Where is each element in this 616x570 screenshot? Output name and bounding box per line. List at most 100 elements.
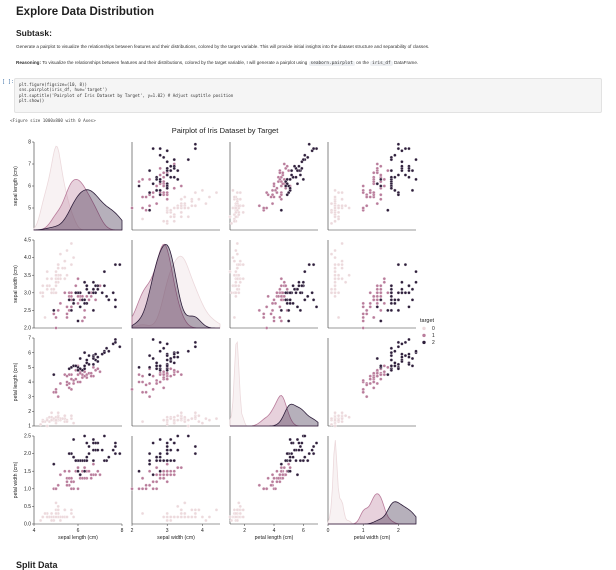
- scatter-point: [214, 417, 219, 421]
- scatter-point: [144, 208, 148, 212]
- scatter-point: [340, 419, 344, 424]
- scatter-point: [311, 262, 316, 267]
- scatter-point: [56, 483, 60, 487]
- scatter-point: [162, 373, 166, 377]
- scatter-point: [287, 319, 291, 323]
- scatter-point: [113, 451, 118, 456]
- scatter-point: [336, 210, 341, 215]
- scatter-point: [375, 182, 379, 186]
- scatter-point: [162, 175, 166, 179]
- scatter-point: [400, 291, 404, 295]
- y-tick-label: 8: [28, 140, 31, 146]
- scatter-point: [54, 387, 58, 391]
- scatter-point: [193, 204, 198, 208]
- scatter-point: [151, 146, 155, 151]
- scatter-point: [285, 193, 289, 197]
- scatter-point: [137, 487, 141, 491]
- kde-curve-2: [328, 501, 417, 525]
- scatter-point: [58, 252, 63, 256]
- scatter-point: [147, 483, 152, 487]
- scatter-point: [396, 193, 401, 197]
- scatter-point: [288, 177, 292, 182]
- x-axis-label: petal width (cm): [354, 535, 391, 541]
- scatter-point: [165, 364, 169, 368]
- y-axis-label: petal length (cm): [13, 362, 19, 401]
- scatter-point: [78, 371, 82, 375]
- cell-run-prompt[interactable]: [ ]:: [2, 79, 15, 85]
- scatter-point: [169, 168, 173, 173]
- scatter-point: [375, 305, 379, 309]
- scatter-point: [403, 353, 408, 358]
- scatter-point: [272, 298, 276, 302]
- scatter-point: [183, 419, 187, 424]
- scatter-point: [314, 441, 319, 445]
- scatter-point: [301, 280, 305, 284]
- scatter-point: [45, 515, 49, 519]
- scatter-point: [333, 284, 337, 288]
- scatter-point: [172, 458, 176, 463]
- scatter-point: [276, 294, 281, 298]
- scatter-point: [82, 308, 87, 313]
- scatter-point: [297, 164, 301, 168]
- scatter-point: [100, 291, 104, 295]
- scatter-point: [207, 515, 212, 519]
- scatter-point: [234, 294, 238, 298]
- scatter-point: [361, 390, 365, 394]
- scatter-point: [272, 182, 276, 186]
- scatter-point: [375, 368, 379, 372]
- scatter-point: [65, 305, 69, 309]
- scatter-point: [232, 508, 237, 512]
- scatter-point: [368, 374, 372, 378]
- scatter-point: [375, 284, 379, 288]
- scatter-point: [379, 284, 383, 288]
- scatter-point: [144, 483, 148, 487]
- code-cell[interactable]: plt.figure(figsize=(10, 8)) sns.pairplot…: [14, 78, 602, 113]
- scatter-point: [183, 511, 187, 516]
- scatter-point: [165, 480, 169, 484]
- scatter-point: [54, 515, 58, 519]
- scatter-point: [382, 280, 386, 284]
- scatter-point: [336, 291, 341, 295]
- scatter-point: [78, 473, 82, 477]
- scatter-point: [389, 287, 394, 291]
- scatter-point: [279, 284, 283, 288]
- scatter-point: [87, 451, 91, 456]
- scatter-point: [265, 487, 269, 491]
- scatter-point: [375, 301, 379, 306]
- scatter-point: [400, 160, 404, 164]
- scatter-point: [237, 262, 241, 267]
- scatter-point: [82, 434, 87, 438]
- scatter-point: [400, 342, 404, 346]
- scatter-point: [63, 277, 67, 281]
- scatter-point: [301, 458, 305, 463]
- scatter-point: [158, 373, 162, 377]
- scatter-point: [336, 315, 341, 320]
- scatter-point: [52, 373, 56, 377]
- scatter-point: [234, 515, 238, 519]
- scatter-point: [314, 146, 319, 151]
- x-tick-label: 4: [201, 528, 204, 534]
- scatter-point: [389, 364, 394, 368]
- scatter-point: [137, 184, 141, 188]
- scatter-point: [414, 177, 418, 182]
- scatter-point: [303, 153, 307, 157]
- scatter-point: [176, 434, 180, 438]
- scatter-point: [287, 168, 291, 173]
- scatter-point: [281, 182, 285, 186]
- scatter-point: [41, 419, 45, 424]
- scatter-point: [102, 458, 107, 463]
- scatter-point: [257, 308, 261, 313]
- scatter-point: [306, 155, 310, 160]
- scatter-point: [183, 201, 187, 206]
- scatter-point: [154, 487, 159, 491]
- scatter-point: [158, 166, 162, 171]
- scatter-point: [85, 458, 89, 463]
- scatter-point: [238, 511, 242, 516]
- scatter-point: [176, 206, 180, 210]
- scatter-point: [214, 508, 219, 512]
- scatter-point: [91, 308, 96, 313]
- scatter-point: [288, 466, 292, 470]
- scatter-point: [87, 353, 91, 358]
- scatter-point: [347, 415, 351, 419]
- scatter-point: [58, 301, 63, 306]
